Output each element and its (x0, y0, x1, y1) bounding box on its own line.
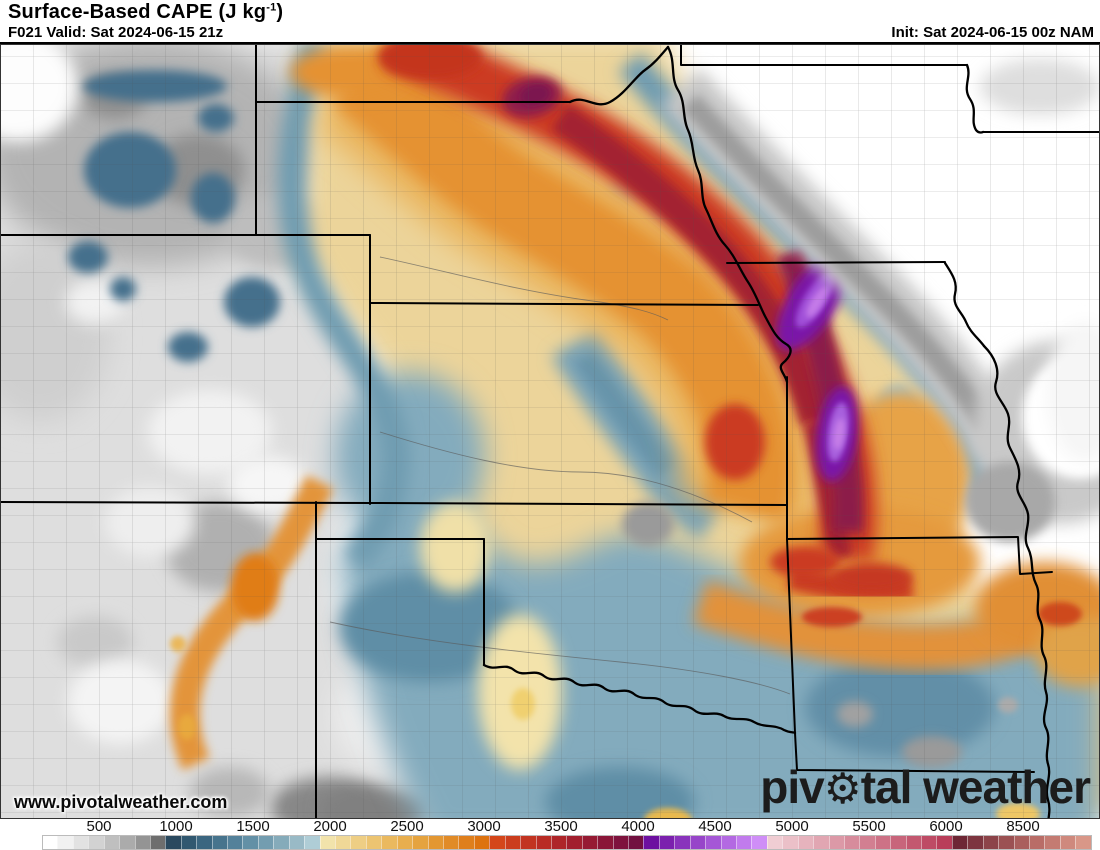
colorbar-cell (304, 836, 320, 849)
colorbar-cell (365, 836, 382, 849)
colorbar-cell (581, 836, 598, 849)
colorbar-cell (797, 836, 814, 849)
major-rivers (482, 45, 1051, 819)
colorbar-cell (597, 836, 613, 849)
watermark-url: www.pivotalweather.com (14, 792, 228, 812)
colorbar-cell (1044, 836, 1060, 849)
colorbar-cell (57, 836, 73, 849)
colorbar-cells (42, 835, 1092, 850)
colorbar-cell (1013, 836, 1029, 849)
colorbar-cell (350, 836, 366, 849)
colorbar-tick: 3000 (467, 818, 501, 835)
colorbar-cell (1029, 836, 1045, 849)
colorbar-cell (921, 836, 937, 849)
colorbar-cell (751, 836, 767, 849)
colorbar-cell (396, 836, 413, 849)
colorbar-cell (658, 836, 675, 849)
valid-time-label: F021 Valid: Sat 2024-06-15 21z (8, 24, 224, 41)
colorbar-cell (165, 836, 181, 849)
colorbar-tick: 8500 (1006, 818, 1040, 835)
colorbar-cell (643, 836, 659, 849)
colorbar-tick: 2500 (390, 818, 424, 835)
colorbar-cell (874, 836, 891, 849)
colorbar-cell (196, 836, 212, 849)
colorbar-cell (782, 836, 798, 849)
colorbar-tick: 2000 (313, 818, 347, 835)
colorbar-tick: 3500 (544, 818, 578, 835)
colorbar-cell (134, 836, 150, 849)
state-borders (0, 44, 1100, 819)
colorbar-cell (43, 836, 58, 849)
colorbar-tick: 4000 (621, 818, 655, 835)
colorbar-cell (257, 836, 274, 849)
colorbar-cell (828, 836, 844, 849)
colorbar-cell (489, 836, 505, 849)
colorbar-cell (535, 836, 551, 849)
colorbar-cell (967, 836, 983, 849)
cape-map-canvas[interactable] (0, 42, 1100, 819)
colorbar-cell (689, 836, 706, 849)
colorbar-tick: 5500 (852, 818, 886, 835)
colorbar-cell (319, 836, 336, 849)
colorbar-cell (612, 836, 629, 849)
colorbar-cell (149, 836, 166, 849)
colorbar-cell (766, 836, 783, 849)
colorbar-cell (982, 836, 999, 849)
colorbar-cell (381, 836, 397, 849)
colorbar-cell (458, 836, 474, 849)
colorbar-cell (242, 836, 258, 849)
colorbar-cell (473, 836, 490, 849)
colorbar-cell (227, 836, 243, 849)
colorbar-cell (88, 836, 104, 849)
map-svg (0, 44, 1100, 819)
colorbar-cell (859, 836, 875, 849)
page-title: Surface-Based CAPE (J kg-1) (8, 1, 284, 23)
colorbar-cell (442, 836, 459, 849)
title-superscript: -1 (266, 1, 277, 14)
colorbar-cell (103, 836, 120, 849)
colorbar-cell (211, 836, 228, 849)
colorbar-cell (504, 836, 521, 849)
colorbar-cell (890, 836, 906, 849)
colorbar-cell (936, 836, 952, 849)
colorbar-cell (180, 836, 197, 849)
colorbar-cell (520, 836, 536, 849)
minor-rivers (329, 256, 791, 695)
colorbar-cell (705, 836, 721, 849)
colorbar-tick: 1500 (236, 818, 270, 835)
colorbar-cell (550, 836, 567, 849)
colorbar-tick: 500 (86, 818, 112, 835)
colorbar-cell (998, 836, 1014, 849)
colorbar-cell (72, 836, 89, 849)
colorbar-cell (951, 836, 968, 849)
colorbar-cell (843, 836, 860, 849)
colorbar-labels: 500 1000 1500 2000 2500 3000 3500 4000 4500 5000 5… (0, 818, 1100, 835)
colorbar-tick: 1000 (159, 818, 193, 835)
colorbar-cell (119, 836, 135, 849)
colorbar-tick: 6000 (929, 818, 963, 835)
colorbar-cell (813, 836, 829, 849)
colorbar-cell (427, 836, 443, 849)
colorbar-cell (735, 836, 752, 849)
colorbar-cell (566, 836, 582, 849)
colorbar-tick: 4500 (698, 818, 732, 835)
colorbar-tick: 5000 (775, 818, 809, 835)
pivotal-weather-logo: piv⚙tal weather (760, 761, 1091, 813)
gear-icon: ⚙ (823, 765, 862, 812)
colorbar-cell (335, 836, 351, 849)
county-grid (0, 44, 1100, 819)
init-time-label: Init: Sat 2024-06-15 00z NAM (891, 24, 1094, 41)
colorbar-cell (905, 836, 922, 849)
colorbar-cell (412, 836, 428, 849)
colorbar-cell (1059, 836, 1076, 849)
colorbar-cell (674, 836, 690, 849)
colorbar-cell (628, 836, 644, 849)
colorbar-cell (273, 836, 289, 849)
colorbar-cell (288, 836, 305, 849)
colorbar-cell (720, 836, 736, 849)
colorbar-cell (1075, 836, 1091, 849)
